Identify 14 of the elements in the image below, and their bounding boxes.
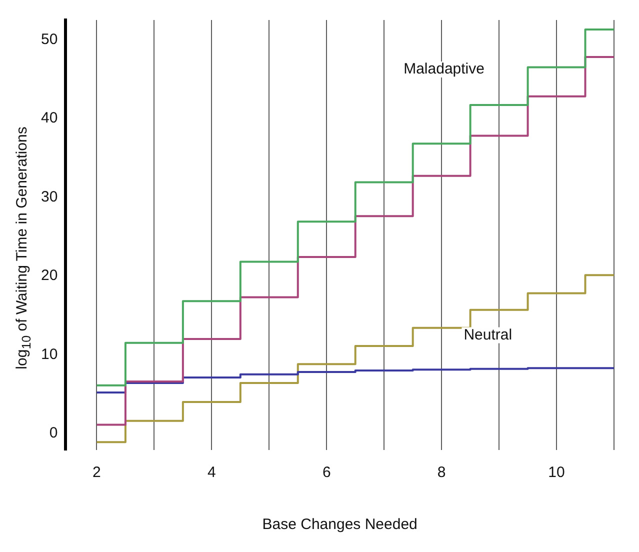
x-tick-label: 10 — [548, 464, 565, 482]
y-tick-label: 10 — [40, 346, 58, 363]
y-tick-label: 20 — [40, 267, 58, 284]
annotation: Neutral — [464, 326, 512, 344]
x-tick-label: 6 — [322, 464, 331, 482]
x-tick-label: 2 — [92, 464, 101, 482]
y-tick-label: 50 — [40, 30, 58, 48]
annotation: Maladaptive — [404, 60, 484, 78]
x-tick-label: 8 — [437, 464, 446, 482]
x-axis-title: Base Changes Needed — [262, 516, 418, 534]
y-tick-label: 0 — [49, 424, 58, 442]
y-tick-label: 40 — [40, 110, 58, 127]
y-tick-label: 30 — [40, 188, 58, 206]
x-tick-label: 4 — [208, 464, 216, 482]
